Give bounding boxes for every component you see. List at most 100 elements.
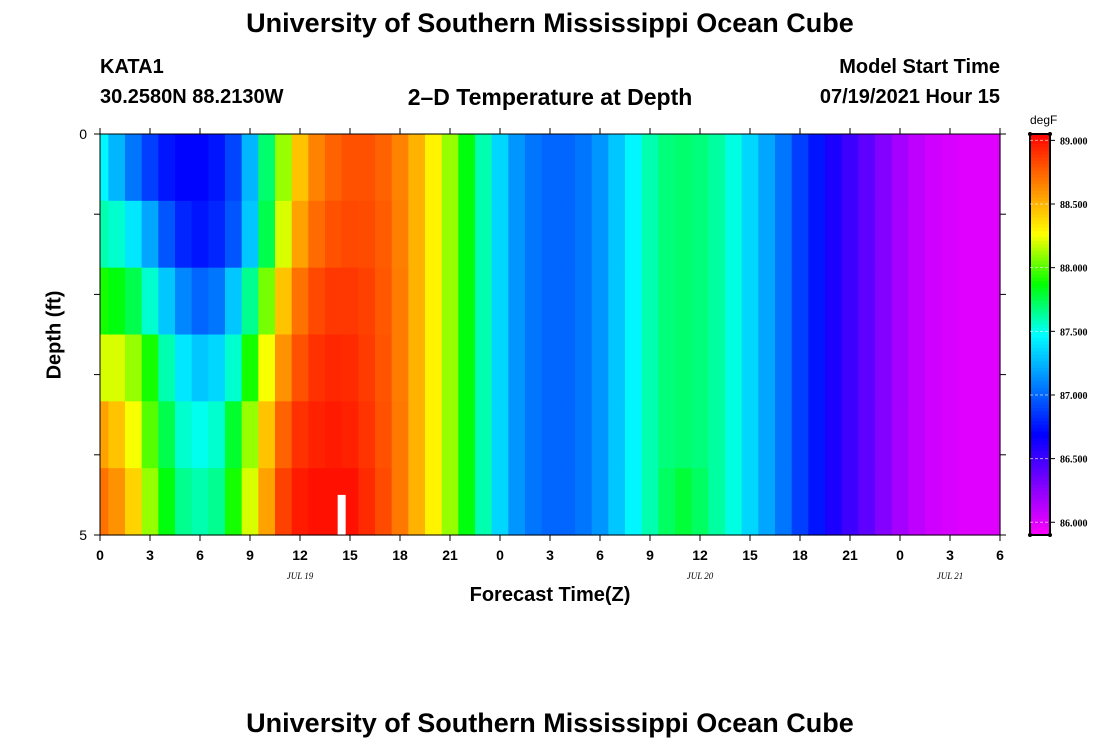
heatmap-cell xyxy=(375,334,393,402)
colorbar-swatch xyxy=(1030,344,1050,349)
colorbar-swatch xyxy=(1030,301,1050,306)
heatmap-cell xyxy=(975,468,993,536)
heatmap-cell xyxy=(725,267,743,336)
heatmap-cell xyxy=(741,334,759,402)
heatmap-cell xyxy=(308,468,326,536)
heatmap-cell xyxy=(841,468,859,536)
heatmap-cell xyxy=(341,334,359,402)
heatmap-cell xyxy=(641,267,659,336)
heatmap-cell xyxy=(641,468,659,536)
heatmap-cell xyxy=(841,200,859,269)
heatmap-cell xyxy=(258,134,276,202)
colorbar-tick-label: 86.000 xyxy=(1060,518,1088,529)
heatmap-cell xyxy=(708,134,726,202)
heatmap-cell xyxy=(125,401,143,469)
heatmap-cell xyxy=(100,267,109,336)
heatmap-cell xyxy=(175,334,193,402)
heatmap-cell xyxy=(791,267,809,336)
heatmap-cell xyxy=(108,200,126,269)
plot-title: 2–D Temperature at Depth xyxy=(407,84,693,110)
colorbar-swatch xyxy=(1030,511,1050,516)
colorbar-swatch xyxy=(1030,471,1050,476)
heatmap-cell xyxy=(458,267,476,336)
heatmap-cell xyxy=(175,134,193,202)
x-tick-label: 3 xyxy=(946,547,954,563)
heatmap-cell xyxy=(725,401,743,469)
heatmap-cell xyxy=(108,134,126,202)
colorbar-swatch xyxy=(1030,414,1050,419)
colorbar-swatch xyxy=(1030,314,1050,319)
heatmap-cell xyxy=(308,401,326,469)
heatmap-cell xyxy=(741,200,759,269)
heatmap-cell xyxy=(441,200,459,269)
heatmap-cell xyxy=(258,267,276,336)
heatmap-cell xyxy=(591,401,609,469)
heatmap-cell xyxy=(241,334,259,402)
heatmap-cell xyxy=(775,267,793,336)
heatmap-cell xyxy=(325,267,343,336)
x-tick-label: 0 xyxy=(496,547,504,563)
heatmap-cell xyxy=(158,468,176,536)
x-tick-label: 6 xyxy=(196,547,204,563)
colorbar-swatch xyxy=(1030,351,1050,356)
heatmap-cell xyxy=(575,334,593,402)
heatmap-cell xyxy=(175,267,193,336)
heatmap-cell xyxy=(991,134,1001,202)
heatmap-cell xyxy=(125,468,143,536)
heatmap-cell xyxy=(991,468,1001,536)
heatmap-cell xyxy=(241,200,259,269)
heatmap-cell xyxy=(408,334,426,402)
heatmap-cell xyxy=(925,468,943,536)
x-tick-label: 12 xyxy=(292,547,308,563)
heatmap-cell xyxy=(408,468,426,536)
heatmap-cell xyxy=(275,334,293,402)
x-tick-label: 21 xyxy=(842,547,858,563)
heatmap-cell xyxy=(725,468,743,536)
heatmap-cell xyxy=(908,267,926,336)
heatmap-cell xyxy=(741,468,759,536)
heatmap-cell xyxy=(258,401,276,469)
heatmap-cell xyxy=(408,401,426,469)
heatmap-cell xyxy=(308,267,326,336)
colorbar-swatch xyxy=(1030,247,1050,252)
heatmap-cell xyxy=(825,334,843,402)
heatmap-cell xyxy=(741,401,759,469)
heatmap-cell xyxy=(975,134,993,202)
heatmap-cell xyxy=(808,134,826,202)
heatmap-cell xyxy=(525,134,543,202)
colorbar-swatch xyxy=(1030,384,1050,389)
colorbar-swatch xyxy=(1030,347,1050,352)
heatmap-cell xyxy=(791,334,809,402)
colorbar-swatch xyxy=(1030,357,1050,362)
heatmap-cell xyxy=(158,200,176,269)
heatmap-cell xyxy=(958,401,976,469)
colorbar-swatch xyxy=(1030,224,1050,229)
colorbar-swatch xyxy=(1030,271,1050,275)
heatmap-cell xyxy=(891,468,909,536)
heatmap-cell xyxy=(908,468,926,536)
colorbar-swatch xyxy=(1030,260,1050,265)
heatmap-cell xyxy=(225,334,243,402)
heatmap-cell xyxy=(391,134,409,202)
heatmap-cell xyxy=(941,334,959,402)
heatmap-cell xyxy=(641,200,659,269)
colorbar-swatch xyxy=(1030,187,1050,192)
y-tick-label: 5 xyxy=(79,527,87,543)
heatmap-cell xyxy=(525,468,543,536)
colorbar-swatch xyxy=(1030,418,1050,422)
heatmap-cell xyxy=(491,468,509,536)
heatmap-cell xyxy=(691,267,709,336)
heatmap-cell xyxy=(675,267,693,336)
heatmap-cell xyxy=(975,334,993,402)
heatmap-cell xyxy=(641,134,659,202)
heatmap-cell xyxy=(441,134,459,202)
colorbar-swatch xyxy=(1030,441,1050,446)
heatmap-cell xyxy=(258,334,276,402)
heatmap-cell xyxy=(425,401,443,469)
heatmap-cell xyxy=(508,334,526,402)
heatmap-cell xyxy=(691,468,709,536)
heatmap-cell xyxy=(708,200,726,269)
colorbar-swatch xyxy=(1030,524,1050,529)
x-tick-label: 3 xyxy=(546,547,554,563)
heatmap-cell xyxy=(291,468,309,536)
